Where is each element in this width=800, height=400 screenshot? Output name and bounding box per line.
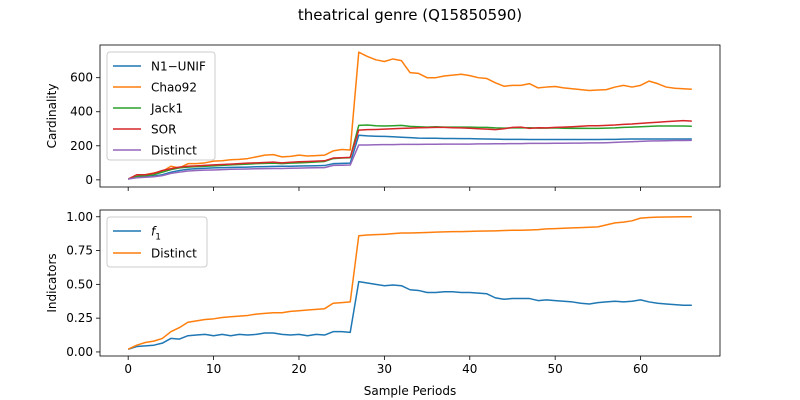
series-line [128,134,692,180]
y-tick-label: 0.75 [66,244,93,258]
figure-title: theatrical genre (Q15850590) [298,6,522,24]
y-tick-label: 0.25 [66,311,93,325]
series-line [127,124,692,180]
x-tick-label: 60 [633,362,648,376]
x-tick-label: 10 [206,362,221,376]
y-tick-label: 600 [70,71,93,85]
legend-box [106,216,208,268]
y-tick-label: 400 [70,105,93,119]
series-line [128,139,692,180]
axes-frame [99,209,721,357]
x-axis-label: Sample Periods [364,384,456,398]
y-tick-label: 0 [85,173,93,187]
x-tick-label: 30 [377,362,392,376]
legend-label: SOR [151,123,176,137]
legend-label: f1 [151,225,161,243]
legend-box [106,51,216,161]
x-tick-label: 40 [462,362,477,376]
series-line [127,51,692,180]
indicators-panel: 0 10 20 30 40 50 60 0.00 0.25 0.50 0.75 1.00 Indicat… [45,209,721,398]
legend-label: Distinct [151,247,197,261]
y-tick-label: 0.50 [66,277,93,291]
legend-label: Distinct [151,144,197,158]
y-tick-label: 200 [70,139,93,153]
x-tick-label: 20 [291,362,306,376]
y-tick-label: 1.00 [66,210,93,224]
legend: f1 Distinct [106,216,208,268]
legend: N1−UNIF Chao92 Jack1 SOR Distinct [106,51,216,161]
y-axis-label: Cardinality [45,84,59,149]
legend-label: Chao92 [151,81,197,95]
series-line [127,119,692,180]
x-tick-label: 0 [124,362,132,376]
y-axis-label: Indicators [45,253,59,312]
series-line [127,216,692,350]
axes-frame [99,44,721,188]
x-tick-label: 50 [548,362,563,376]
legend-label: Jack1 [150,102,183,116]
y-tick-label: 0.00 [66,345,93,359]
series-line [127,280,692,350]
legend-label: N1−UNIF [151,60,206,74]
cardinality-panel: 0 200 400 600 Cardinality N1−UNIF Chao92 Jack1 S… [45,44,721,191]
